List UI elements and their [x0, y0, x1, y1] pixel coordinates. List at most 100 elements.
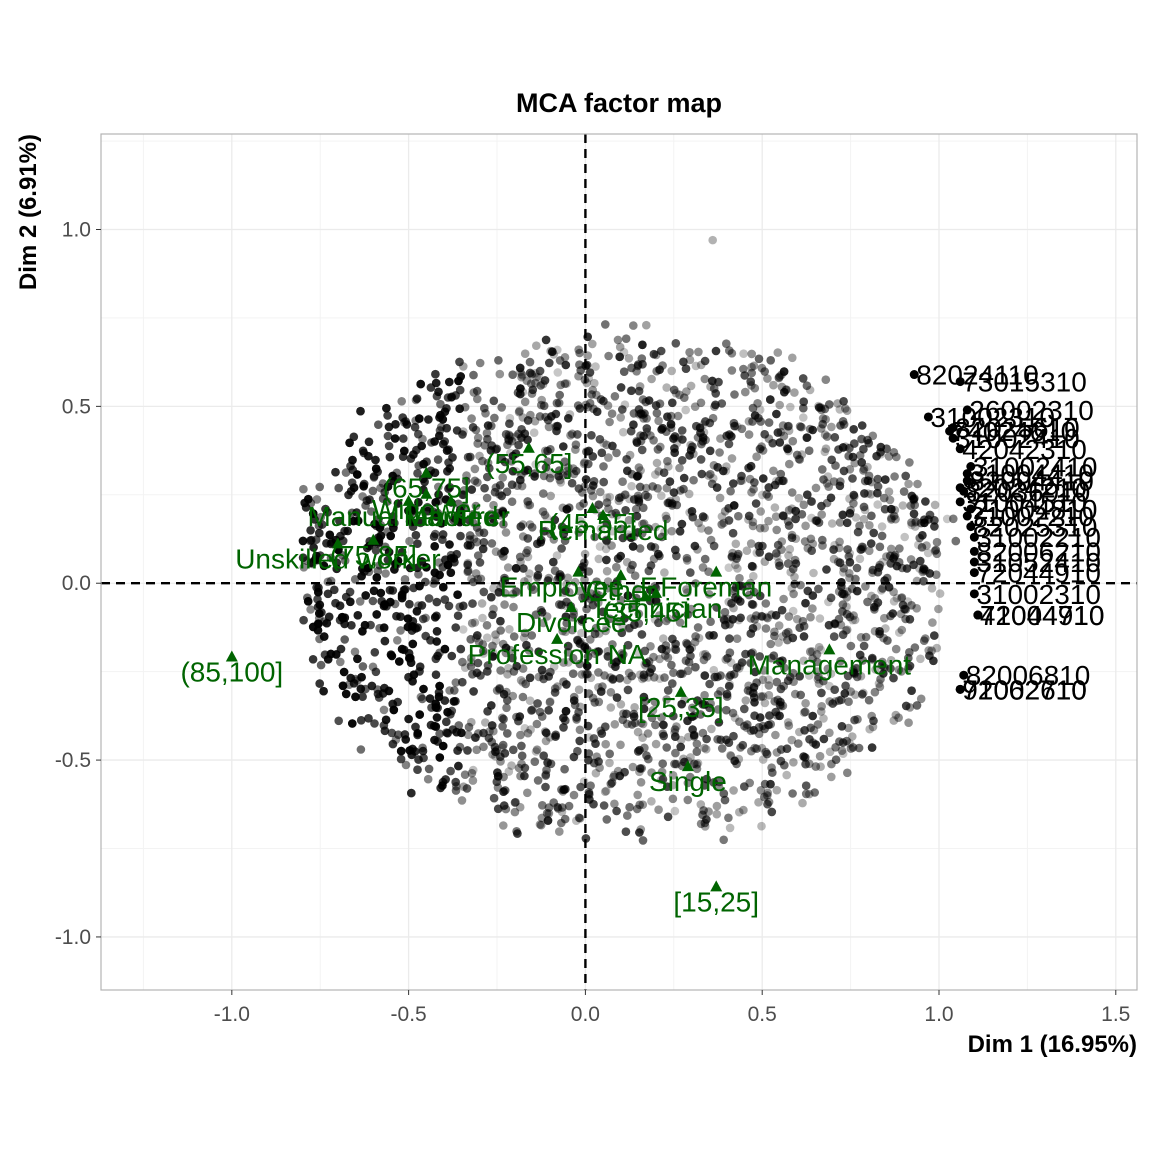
individual-point [601, 535, 611, 545]
individual-point [396, 626, 405, 635]
individual-point [380, 636, 390, 646]
individual-point [795, 455, 804, 464]
individual-point [445, 540, 454, 549]
individual-point [432, 713, 442, 722]
individual-point [663, 686, 673, 695]
individual-point [716, 735, 726, 745]
individual-point [883, 636, 892, 645]
individual-point [569, 469, 579, 479]
individual-point [857, 542, 867, 552]
individual-point [554, 398, 564, 408]
individual-point [560, 764, 569, 774]
individual-point [774, 373, 784, 383]
individual-point [432, 597, 442, 607]
individual-point [886, 664, 895, 673]
x-tick-label: 0.5 [748, 1003, 777, 1026]
individual-point [560, 353, 570, 362]
individual-point [669, 385, 679, 395]
individual-point [634, 496, 644, 505]
individual-point [530, 757, 540, 766]
individual-point [451, 391, 460, 400]
individual-point [877, 531, 887, 541]
individual-point [639, 519, 649, 528]
individual-point [644, 524, 653, 533]
individual-point [761, 599, 771, 608]
individual-point [698, 563, 708, 572]
individual-point [488, 610, 497, 620]
individual-point [407, 788, 416, 798]
individual-point [864, 438, 873, 448]
individual-point [543, 457, 552, 467]
individual-point [685, 348, 694, 357]
individual-point [853, 527, 863, 537]
individual-point [531, 460, 540, 469]
individual-point [848, 743, 858, 752]
individual-point [851, 690, 860, 699]
individual-point [520, 628, 530, 638]
individual-point [414, 516, 424, 526]
individual-point [768, 768, 777, 777]
individual-point [863, 435, 872, 445]
individual-point [574, 708, 583, 717]
individual-point [717, 399, 727, 408]
individual-point [640, 409, 649, 418]
individual-point [533, 571, 543, 580]
individual-point [867, 591, 876, 601]
individual-point [518, 520, 528, 529]
individual-point [500, 588, 510, 598]
individual-point [889, 673, 898, 683]
individual-point [508, 370, 517, 380]
individual-point [651, 720, 660, 730]
individual-point [527, 389, 537, 398]
individual-point [760, 523, 769, 533]
individual-point [517, 425, 526, 434]
individual-point [654, 618, 663, 628]
individual-point [755, 444, 765, 454]
individual-point [615, 342, 625, 352]
individual-point [490, 487, 500, 497]
individual-point [543, 457, 552, 467]
individual-point [376, 588, 386, 598]
individual-point [496, 583, 506, 592]
individual-point [683, 610, 693, 619]
individual-point [773, 348, 783, 357]
individual-point [478, 456, 487, 466]
individual-point [520, 763, 530, 773]
individual-point [717, 512, 727, 521]
individual-point [523, 497, 532, 506]
individual-point [595, 542, 605, 551]
individual-point [880, 504, 890, 514]
individual-point [604, 351, 613, 361]
individual-point [537, 400, 546, 410]
individual-point [690, 402, 700, 412]
individual-point [613, 335, 623, 345]
individual-point [315, 600, 325, 610]
individual-point [747, 349, 756, 359]
individual-point [559, 723, 568, 732]
individual-point [577, 670, 587, 679]
individual-point [732, 554, 741, 563]
individual-point [837, 695, 846, 705]
individual-point [773, 540, 783, 550]
individual-point [670, 759, 679, 769]
individual-point [863, 435, 872, 445]
individual-point [573, 746, 582, 756]
individual-point [567, 478, 577, 488]
individual-point [629, 495, 639, 504]
individual-point [899, 487, 909, 496]
individual-point [795, 623, 804, 632]
individual-point [818, 414, 828, 423]
individual-point [744, 430, 754, 439]
individual-point [817, 510, 826, 519]
individual-point [784, 421, 793, 431]
individual-point [640, 646, 650, 656]
individual-point [520, 349, 530, 359]
individual-point [565, 588, 574, 597]
individual-point [568, 653, 578, 663]
individual-point [455, 404, 465, 414]
individual-point [496, 757, 505, 766]
individual-point [634, 405, 644, 414]
individual-point [748, 521, 758, 531]
individual-point [771, 512, 781, 521]
individual-point [722, 735, 731, 745]
